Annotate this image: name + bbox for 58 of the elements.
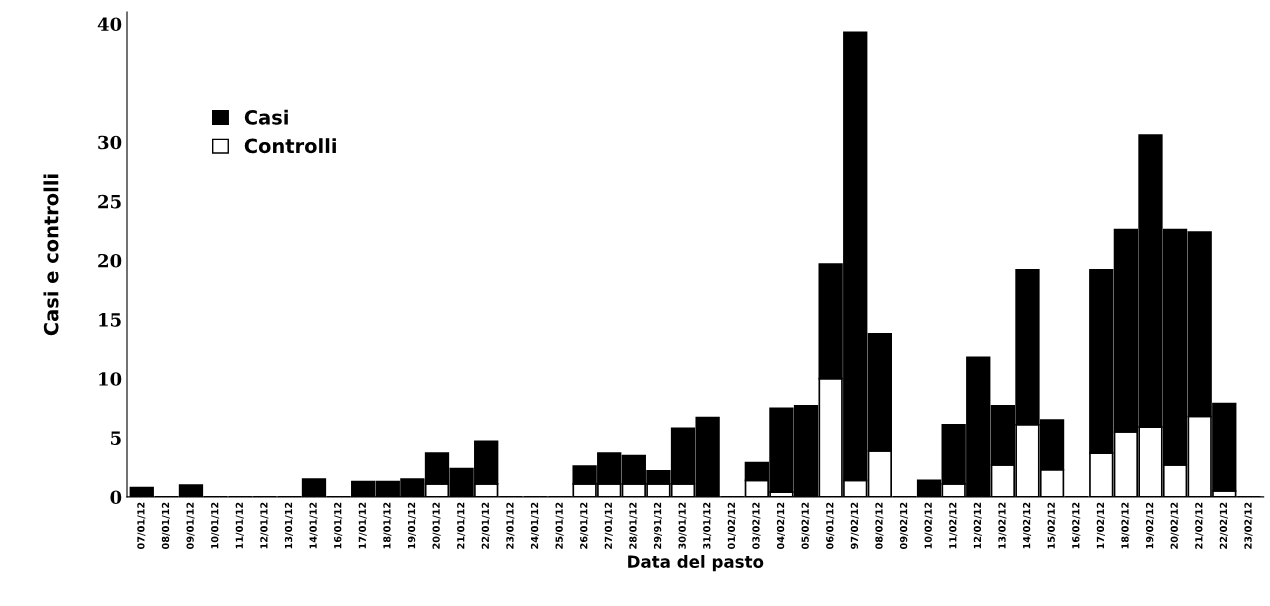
x-tick-label: 12/02/12 bbox=[973, 502, 982, 549]
x-tick-label: 23/01/12 bbox=[506, 502, 515, 549]
x-tick-label: 23/02/12 bbox=[1244, 502, 1253, 549]
x-tick-label: 09/01/12 bbox=[186, 502, 195, 550]
x-tick-label: 20/02/12 bbox=[1170, 502, 1179, 549]
x-tick-label: 30/01/12 bbox=[678, 502, 687, 549]
x-tick-label: 11/01/12 bbox=[235, 502, 244, 549]
x-tick-label: 26/01/12 bbox=[580, 502, 589, 549]
x-tick-label: 25/01/12 bbox=[555, 502, 564, 549]
legend-label: Controlli bbox=[244, 138, 336, 154]
y-tick-label: 10 bbox=[99, 372, 122, 386]
x-tick-label: 08/02/12 bbox=[875, 502, 884, 550]
y-tick-label: 0 bbox=[110, 490, 122, 505]
x-tick-label: 01/02/12 bbox=[727, 502, 736, 550]
y-tick-label: 5 bbox=[111, 431, 121, 445]
x-tick-label: 04/02/12 bbox=[776, 502, 786, 550]
y-tick-label: 25 bbox=[98, 194, 121, 209]
x-tick-label: 22/01/12 bbox=[481, 502, 490, 549]
x-tick-label: 06/01/12 bbox=[826, 502, 835, 550]
x-tick-label: 10/02/12 bbox=[924, 502, 933, 549]
x-tick-label: 16/01/12 bbox=[334, 502, 343, 549]
y-tick-label: 20 bbox=[98, 253, 122, 268]
y-tick-label: 40 bbox=[97, 17, 122, 32]
x-axis-title: Data del pasto bbox=[628, 555, 764, 572]
x-tick-label: 22/02/12 bbox=[1219, 502, 1228, 549]
x-tick-label: 03/02/12 bbox=[752, 502, 761, 550]
y-axis-title: Casi e controlli bbox=[43, 174, 59, 336]
x-tick-label: 21/02/12 bbox=[1195, 502, 1204, 549]
x-tick-label: 11/02/12 bbox=[949, 502, 958, 549]
x-tick-label: 18/01/12 bbox=[383, 502, 392, 549]
x-tick-label: 08/01/12 bbox=[161, 502, 170, 550]
x-tick-label: 17/01/12 bbox=[358, 502, 367, 549]
x-tick-label: 19/02/12 bbox=[1145, 502, 1155, 549]
x-tick-label: 13/01/12 bbox=[284, 502, 293, 549]
x-tick-label: 07/01/12 bbox=[137, 502, 146, 550]
x-tick-label: 16/02/12 bbox=[1072, 502, 1081, 549]
x-tick-label: 17/02/12 bbox=[1096, 502, 1105, 549]
x-tick-label: 09/02/12 bbox=[899, 502, 909, 550]
x-tick-label: 24/01/12 bbox=[530, 502, 539, 549]
x-tick-label: 14/02/12 bbox=[1022, 502, 1032, 549]
y-tick-label: 15 bbox=[99, 313, 121, 327]
x-tick-label: 12/01/12 bbox=[260, 502, 269, 549]
x-tick-label: 19/01/12 bbox=[407, 502, 416, 549]
x-tick-label: 14/01/12 bbox=[309, 502, 318, 549]
x-tick-label: 97/02/12 bbox=[850, 502, 859, 549]
x-tick-label: 27/01/12 bbox=[604, 502, 613, 549]
x-tick-label: 10/01/12 bbox=[211, 502, 220, 549]
x-tick-label: 28/01/12 bbox=[629, 502, 638, 549]
x-tick-label: 13/02/12 bbox=[998, 502, 1007, 549]
x-tick-label: 21/01/12 bbox=[457, 502, 466, 549]
legend-label: Casi bbox=[244, 109, 288, 125]
x-tick-label: 20/01/12 bbox=[432, 502, 441, 549]
x-tick-label: 29/91/12 bbox=[653, 502, 663, 549]
y-tick-label: 30 bbox=[98, 135, 122, 150]
x-tick-label: 31/01/12 bbox=[703, 502, 712, 549]
x-tick-label: 05/02/12 bbox=[801, 502, 810, 550]
x-tick-label: 18/02/12 bbox=[1121, 502, 1130, 549]
x-tick-label: 15/02/12 bbox=[1047, 502, 1056, 549]
